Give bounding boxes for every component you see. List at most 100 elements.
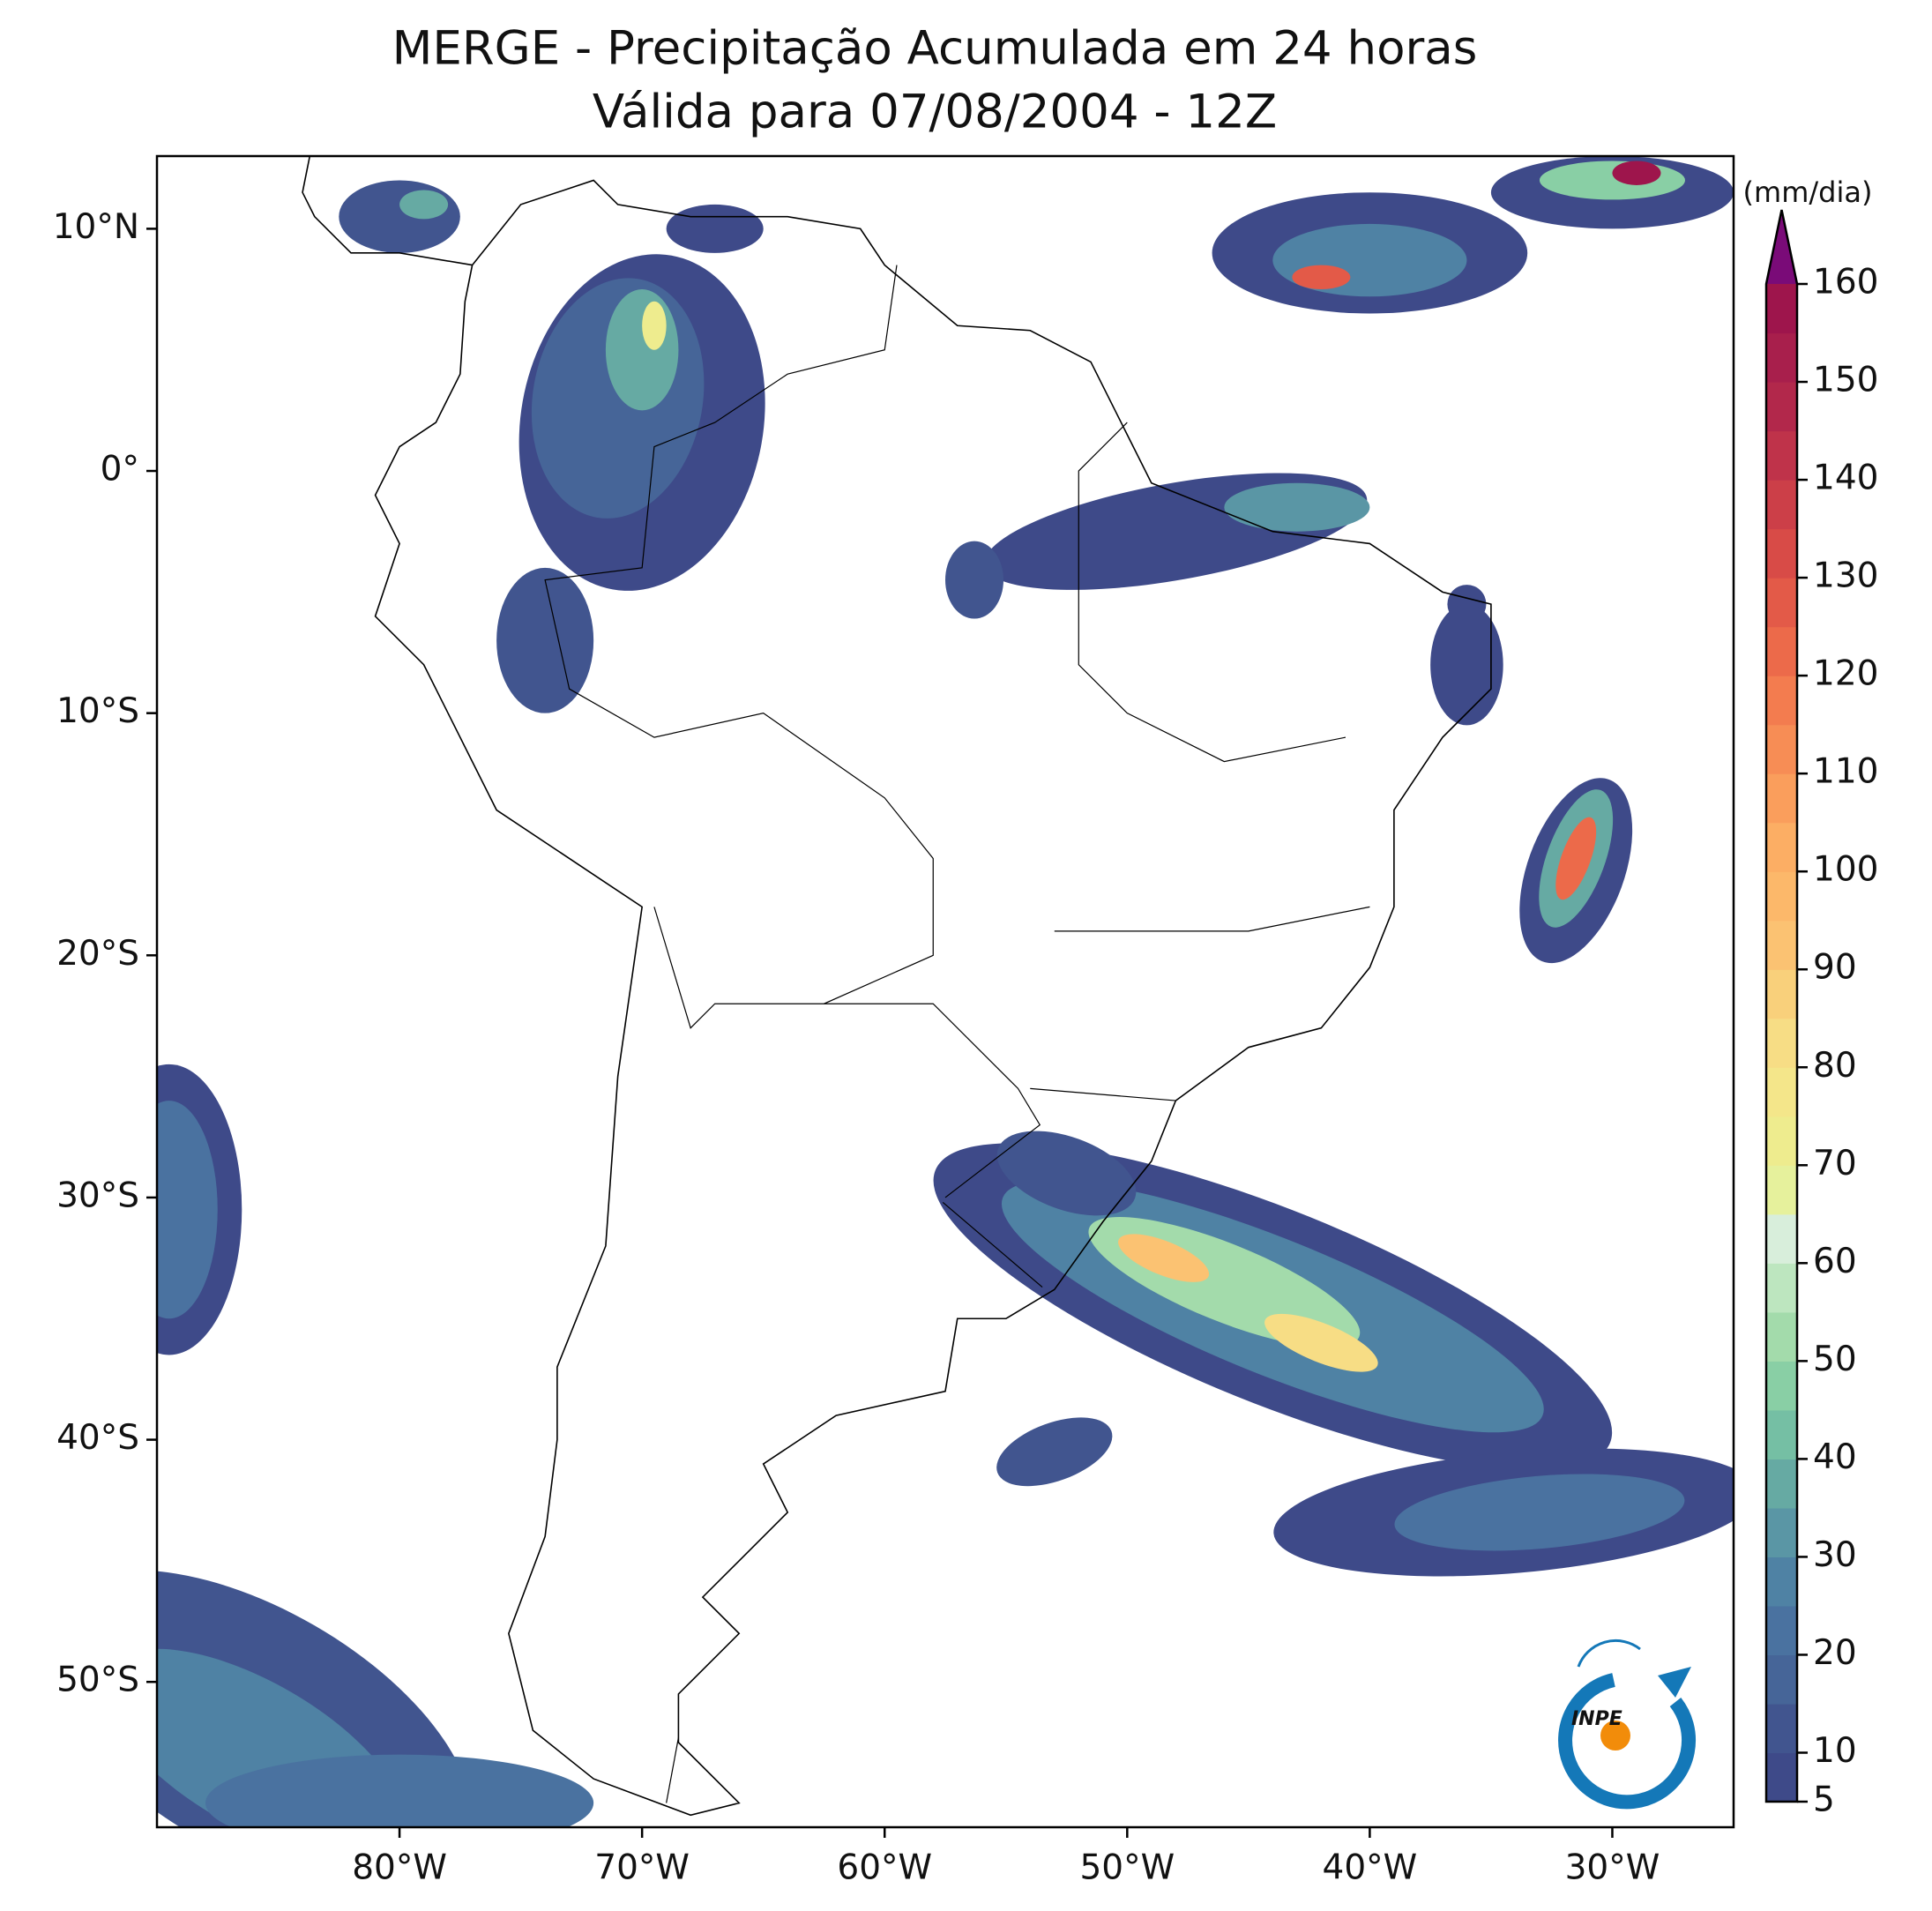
colorbar-band bbox=[1766, 528, 1797, 579]
colorbar-band bbox=[1766, 1165, 1797, 1215]
colorbar-tick-label: 150 bbox=[1813, 361, 1878, 400]
colorbar-band bbox=[1766, 1311, 1797, 1362]
colorbar-tick-label: 100 bbox=[1813, 850, 1878, 890]
colorbar-tick-label: 110 bbox=[1813, 752, 1878, 792]
precip-area bbox=[984, 473, 1368, 590]
colorbar-band bbox=[1766, 1361, 1797, 1411]
colorbar-tick-label: 10 bbox=[1813, 1731, 1857, 1771]
y-tick-label: 30°S bbox=[56, 1176, 139, 1215]
border bbox=[544, 265, 934, 1029]
colorbar-tick-label: 130 bbox=[1813, 556, 1878, 596]
colorbar-band bbox=[1766, 578, 1797, 628]
colorbar-extend bbox=[1766, 210, 1797, 284]
precip-area bbox=[642, 301, 667, 350]
colorbar-band bbox=[1766, 1018, 1797, 1068]
y-tick-label: 20°S bbox=[56, 934, 139, 974]
precip-area bbox=[1292, 265, 1351, 290]
border bbox=[824, 1003, 1041, 1198]
colorbar-band bbox=[1766, 822, 1797, 872]
colorbar-band bbox=[1766, 1263, 1797, 1313]
colorbar-band bbox=[1766, 676, 1797, 726]
colorbar-tick-label: 40 bbox=[1813, 1437, 1857, 1477]
y-tick-label: 10°S bbox=[56, 691, 139, 731]
colorbar-band bbox=[1766, 1752, 1797, 1803]
x-tick-label: 70°W bbox=[594, 1848, 690, 1888]
precip-area bbox=[339, 180, 460, 253]
x-tick-label: 40°W bbox=[1323, 1848, 1418, 1888]
coastlines bbox=[302, 156, 1492, 1817]
precipitation-field bbox=[157, 156, 1734, 1827]
precip-area bbox=[496, 567, 594, 713]
precip-area bbox=[1224, 482, 1370, 532]
colorbar-tick-label: 20 bbox=[1813, 1633, 1857, 1673]
colorbar-unit: (mm/dia) bbox=[1743, 175, 1873, 209]
border bbox=[1078, 422, 1346, 763]
colorbar-tick-label: 70 bbox=[1813, 1144, 1857, 1183]
colorbar-band bbox=[1766, 969, 1797, 1019]
border bbox=[1030, 1087, 1176, 1101]
precip-area bbox=[666, 204, 764, 253]
colorbar-band bbox=[1766, 1067, 1797, 1117]
colorbar-tick-label: 140 bbox=[1813, 459, 1878, 498]
precip-area bbox=[1539, 160, 1685, 200]
y-tick-label: 40°S bbox=[56, 1418, 139, 1458]
precip-area bbox=[157, 1101, 218, 1319]
precip-area bbox=[1118, 1234, 1210, 1282]
colorbar-band bbox=[1766, 480, 1797, 530]
colorbar-band bbox=[1766, 1116, 1797, 1166]
colorbar-band bbox=[1766, 1507, 1797, 1558]
precip-area bbox=[1264, 1313, 1378, 1372]
inpe-logo: INPE bbox=[1558, 1639, 1697, 1810]
colorbar-tick-label: 90 bbox=[1813, 948, 1857, 988]
colorbar-band bbox=[1766, 1459, 1797, 1509]
x-tick-label: 80°W bbox=[352, 1848, 447, 1888]
y-tick-label: 0° bbox=[101, 450, 139, 489]
precip-area bbox=[1555, 817, 1597, 900]
colorbar-band bbox=[1766, 382, 1797, 432]
colorbar-band bbox=[1766, 1605, 1797, 1656]
border bbox=[1054, 906, 1370, 932]
colorbar-band bbox=[1766, 430, 1797, 481]
precip-area bbox=[996, 1417, 1113, 1487]
precip-area bbox=[945, 541, 1004, 619]
colorbar-tick-label: 50 bbox=[1813, 1340, 1857, 1379]
border bbox=[942, 1201, 1043, 1288]
colorbar-band bbox=[1766, 1409, 1797, 1459]
precip-area bbox=[1430, 604, 1503, 726]
title-line-1: MERGE - Precipitação Acumulada em 24 hor… bbox=[392, 22, 1478, 76]
colorbar-band bbox=[1766, 724, 1797, 774]
colorbar-tick-label: 160 bbox=[1813, 263, 1878, 302]
colorbar-band bbox=[1766, 626, 1797, 676]
map-frame bbox=[155, 154, 1735, 1829]
colorbar-band bbox=[1766, 920, 1797, 970]
colorbar-tick-label: 120 bbox=[1813, 654, 1878, 694]
x-tick-label: 50°W bbox=[1079, 1848, 1175, 1888]
title-line-2: Válida para 07/08/2004 - 12Z bbox=[593, 86, 1277, 139]
colorbar-band bbox=[1766, 1556, 1797, 1607]
colorbar-band bbox=[1766, 284, 1797, 334]
y-tick-label: 10°N bbox=[53, 207, 139, 247]
colorbar-tick-label: 80 bbox=[1813, 1046, 1857, 1086]
precip-area bbox=[1612, 160, 1661, 185]
precip-area bbox=[605, 289, 679, 411]
precip-area bbox=[399, 190, 449, 220]
colorbar-frame bbox=[1764, 209, 1799, 1803]
colorbar-band bbox=[1766, 1654, 1797, 1705]
precip-area bbox=[1394, 1474, 1685, 1551]
x-tick-label: 30°W bbox=[1565, 1848, 1660, 1888]
x-tick-label: 60°W bbox=[837, 1848, 932, 1888]
colorbar-band bbox=[1766, 332, 1797, 383]
colorbar-tick-label: 30 bbox=[1813, 1535, 1857, 1575]
colorbar-band bbox=[1766, 773, 1797, 824]
precip-area bbox=[996, 1131, 1137, 1216]
border bbox=[666, 1737, 680, 1803]
precip-area bbox=[205, 1754, 594, 1827]
colorbar-tick-label: 60 bbox=[1813, 1242, 1857, 1281]
colorbar-band bbox=[1766, 871, 1797, 922]
colorbar-band bbox=[1766, 1213, 1797, 1264]
logo-text: INPE bbox=[1571, 1708, 1622, 1730]
colorbar-band bbox=[1766, 1703, 1797, 1754]
colorbar-tick-label: 5 bbox=[1813, 1780, 1835, 1820]
y-tick-label: 50°S bbox=[56, 1661, 139, 1700]
